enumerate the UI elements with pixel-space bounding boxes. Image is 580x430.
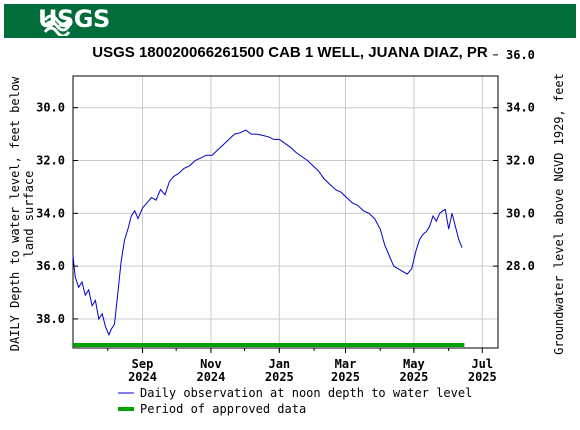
x-tick-month: Nov <box>200 357 222 371</box>
x-tick-year: 2024 <box>196 370 225 384</box>
legend-item-observation: Daily observation at noon depth to water… <box>140 386 472 400</box>
right-tick-label: 28.0 <box>506 259 535 273</box>
left-axis-ticks: 30.0 32.0 34.0 36.0 38.0 <box>36 101 78 326</box>
right-axis-ticks: 36.0 34.0 32.0 30.0 28.0 <box>493 48 535 273</box>
y-left-label-line2: land surface <box>22 171 36 258</box>
x-tick-month: May <box>403 357 425 371</box>
left-tick-label: 34.0 <box>36 206 65 220</box>
x-tick-year: 2025 <box>331 370 360 384</box>
x-axis-ticks: Sep2024Nov2024Jan2025Mar2025May2025Jul20… <box>107 348 497 384</box>
left-tick-label: 32.0 <box>36 154 65 168</box>
approved-period <box>73 343 465 347</box>
x-tick-year: 2024 <box>128 370 157 384</box>
right-tick-label: 32.0 <box>506 154 535 168</box>
usgs-logo-text: USGS <box>38 5 110 33</box>
chart-title: USGS 180020066261500 CAB 1 WELL, JUANA D… <box>92 44 488 61</box>
x-tick-year: 2025 <box>468 370 497 384</box>
series-line-observation <box>72 129 463 337</box>
grid-lines <box>73 76 498 348</box>
approved-period-bar <box>73 343 465 347</box>
usgs-banner: USGS <box>4 4 576 38</box>
x-tick-month: Jul <box>471 357 493 371</box>
usgs-logo-icon <box>43 14 71 36</box>
right-tick-label: 36.0 <box>506 48 535 62</box>
x-tick-month: Jan <box>268 357 290 371</box>
y-right-label: Groundwater level above NGVD 1929, feet <box>552 73 566 355</box>
x-tick-month: Mar <box>335 357 357 371</box>
left-tick-label: 30.0 <box>36 101 65 115</box>
x-tick-month: Sep <box>132 357 154 371</box>
plot-frame <box>72 75 499 349</box>
right-tick-label: 34.0 <box>506 101 535 115</box>
x-tick-year: 2025 <box>399 370 428 384</box>
legend-bar-swatch <box>118 407 134 411</box>
series-layer <box>72 129 463 337</box>
left-tick-label: 38.0 <box>36 312 65 326</box>
legend-item-approved: Period of approved data <box>140 402 306 416</box>
right-tick-label: 30.0 <box>506 206 535 220</box>
x-tick-year: 2025 <box>265 370 294 384</box>
left-tick-label: 36.0 <box>36 259 65 273</box>
legend: Daily observation at noon depth to water… <box>118 386 472 416</box>
y-left-label-line1: DAILY Depth to water level, feet below <box>8 76 22 351</box>
